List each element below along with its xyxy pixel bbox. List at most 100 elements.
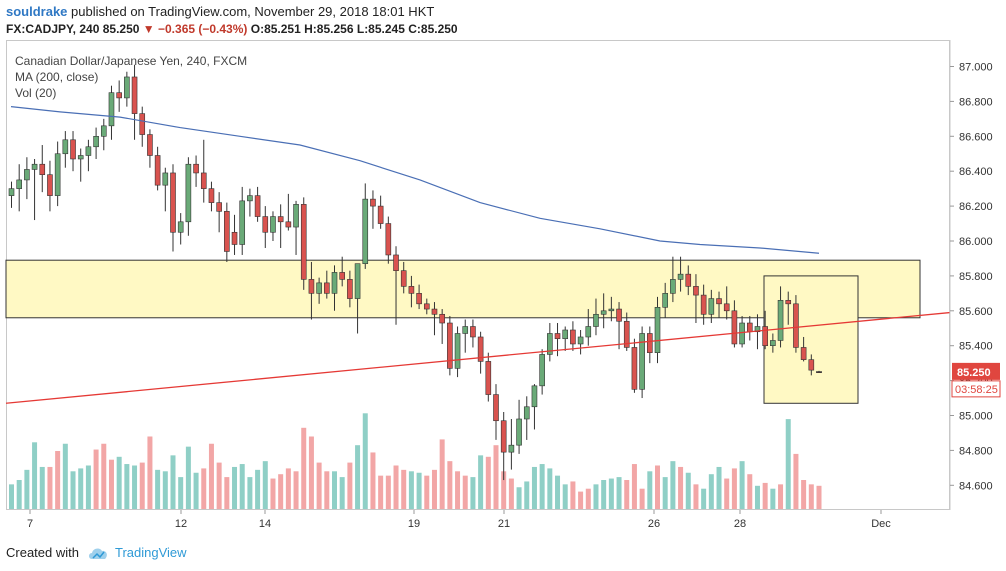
candle (777, 286, 784, 348)
candle-body (270, 216, 276, 233)
volume-bar (431, 469, 437, 509)
candle-body (516, 418, 522, 446)
volume-bar (132, 465, 138, 509)
volume-bar (324, 471, 330, 509)
volume-bar (70, 471, 76, 509)
candle (193, 155, 199, 187)
volume-bar (647, 471, 653, 509)
candle (623, 312, 630, 351)
volume-bar (362, 413, 368, 509)
candle-body (531, 385, 538, 408)
candle (316, 277, 322, 304)
candle (224, 202, 230, 262)
published-line: souldrake published on TradingView.com, … (6, 4, 434, 19)
countdown-label: 03:58:25 (955, 384, 998, 396)
volume-bar (39, 466, 45, 509)
candle-body (477, 336, 484, 362)
volume-bar (378, 475, 384, 509)
candle (139, 106, 146, 147)
candle (308, 261, 315, 320)
candle (154, 146, 161, 191)
candle (170, 164, 176, 252)
candle-body (200, 172, 207, 189)
volume-bar (255, 469, 261, 509)
candle (585, 309, 592, 346)
candle (393, 246, 399, 325)
volume-bar (224, 477, 230, 509)
volume-bar (708, 474, 714, 509)
volume-bar (416, 472, 422, 509)
legend-ma[interactable]: MA (200, close) (15, 70, 99, 84)
candle (16, 164, 22, 212)
footer: Created with TradingView (6, 545, 187, 560)
candle-body (239, 200, 246, 245)
cloud-icon (88, 548, 107, 559)
volume-bar (185, 446, 191, 509)
candle (639, 326, 645, 399)
candle-body (508, 444, 515, 453)
candle-body (623, 320, 630, 348)
volume-bar (455, 471, 461, 509)
candle (116, 80, 122, 112)
legend-vol[interactable]: Vol (20) (15, 86, 57, 100)
volume-bar (208, 443, 214, 509)
candle (177, 213, 184, 245)
time-axis: 7 12 14 19 21 26 28 Dec (27, 510, 891, 530)
candle (770, 333, 776, 353)
candle (124, 71, 130, 107)
volume-bar (639, 488, 645, 509)
volume-bar (347, 462, 353, 509)
last-price: 85.250 (102, 22, 140, 36)
candle-body (393, 254, 399, 271)
volume-bar (139, 462, 145, 509)
trend-line (5, 311, 951, 404)
candle (708, 289, 715, 324)
volume-bar (585, 488, 591, 509)
volume-bar (124, 464, 130, 509)
candle-body (416, 293, 422, 305)
open-value: O:85.251 (250, 22, 301, 36)
price-tick-label: 84.600 (959, 480, 993, 492)
candle (147, 129, 153, 168)
author-name[interactable]: souldrake (6, 4, 68, 19)
price-chart[interactable]: 87.000 86.800 86.600 86.400 86.200 86.000 85.8… (0, 0, 1006, 545)
candle-body (400, 270, 407, 287)
candle-body (8, 188, 15, 196)
price-change: −0.365 (−0.43%) (158, 22, 248, 36)
down-arrow-icon: ▼ (142, 22, 155, 36)
candle (562, 326, 569, 351)
volume-bar (747, 474, 753, 509)
legend: Canadian Dollar/Japanese Yen, 240, FXCM … (15, 53, 247, 101)
candle-body (570, 329, 576, 345)
volume-bar (470, 477, 476, 509)
candle (508, 418, 515, 470)
candle (723, 286, 730, 320)
volume-bar (724, 478, 730, 509)
candle-body (423, 303, 430, 310)
volume-bar (801, 480, 807, 509)
candle (239, 186, 246, 255)
volume-bar (570, 481, 576, 509)
candle-body (247, 195, 253, 202)
countdown-box (951, 380, 1001, 398)
price-tick-label: 85.400 (959, 341, 993, 353)
candle-body (785, 300, 792, 305)
candle (254, 186, 261, 222)
candle (685, 265, 692, 296)
price-tick-label: 84.800 (959, 445, 993, 457)
candle (785, 291, 792, 325)
volume-bar (462, 475, 468, 509)
candle-body (439, 313, 445, 324)
tradingview-link[interactable]: TradingView (87, 545, 187, 560)
volume-bar (93, 449, 99, 509)
candle (808, 354, 815, 376)
volume-bar (247, 477, 253, 509)
volume-bar (201, 468, 207, 509)
candle (647, 326, 653, 364)
candle (423, 298, 430, 315)
time-tick-label: 21 (498, 518, 510, 530)
time-tick-label: 7 (27, 518, 33, 530)
volume-bar (262, 461, 268, 509)
volume-bar (355, 445, 361, 509)
volume-bar (662, 477, 668, 509)
